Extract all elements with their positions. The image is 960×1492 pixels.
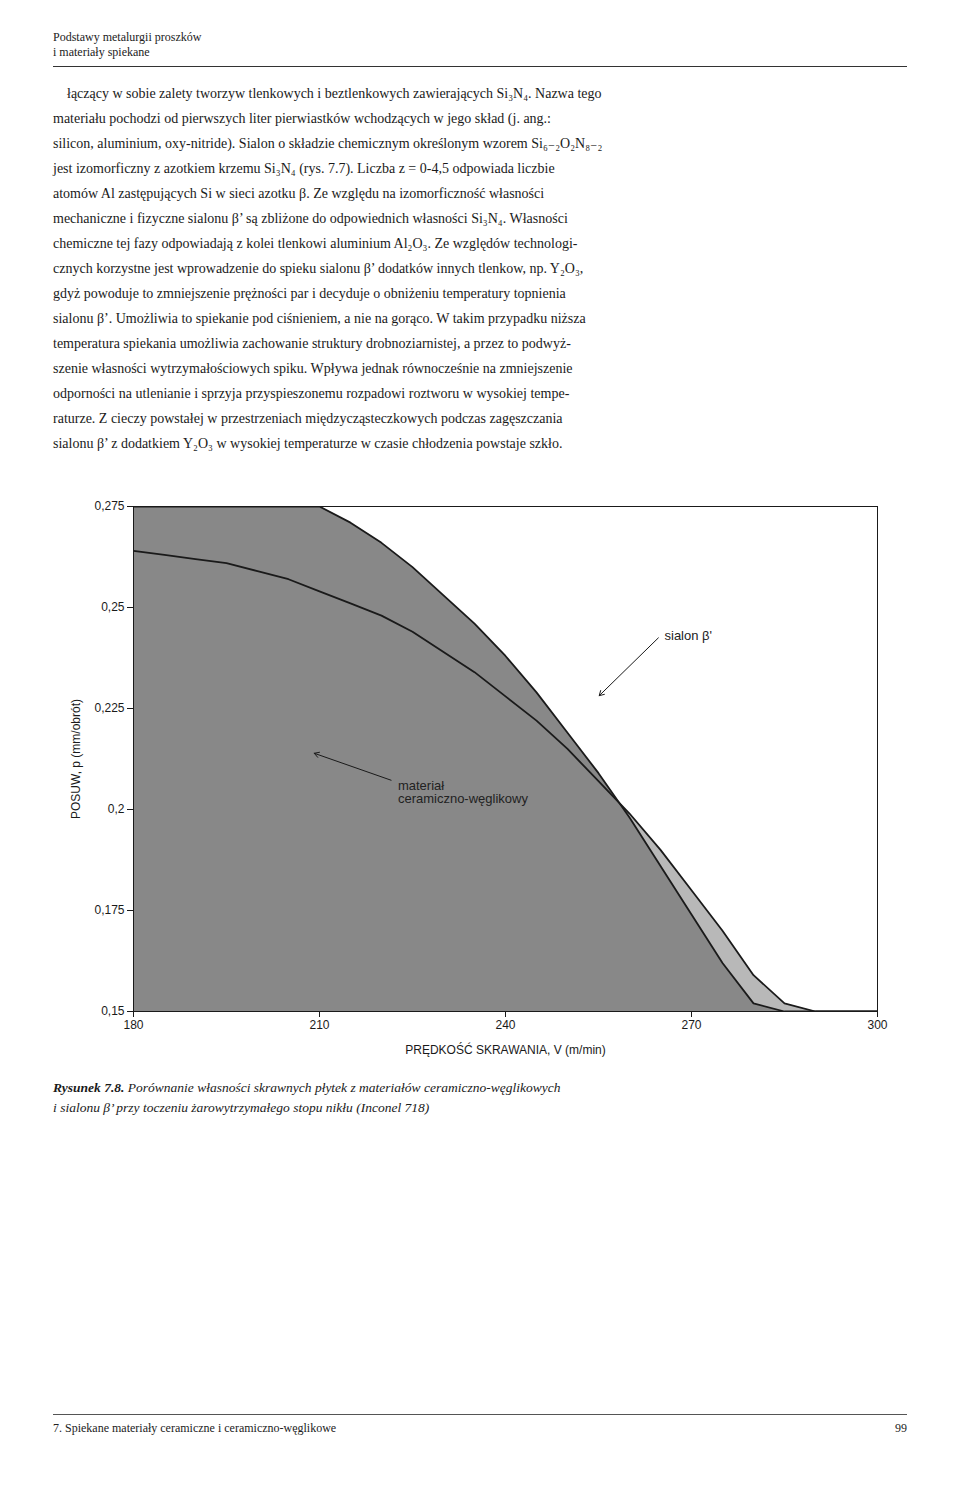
html-text:i materiały spiekane: i materiały spiekane [53,45,150,59]
svg-text:300: 300 [867,1018,887,1032]
html-text:raturze. Z cieczy powstałej w: raturze. Z cieczy powstałej w przestrzen… [53,411,563,426]
html-text:odporności na utlenianie i spr: odporności na utlenianie i sprzyja przys… [53,386,570,401]
svg-text:0,25: 0,25 [101,600,125,614]
html-text:silicon, aluminium, oxy-nitrid: silicon, aluminium, oxy-nitride). Sialon… [53,136,603,151]
html-text:7. Spiekane materiały ceramicz: 7. Spiekane materiały ceramiczne i ceram… [53,1421,337,1435]
svg-text:materiałceramiczno-węglikowy: materiałceramiczno-węglikowy [398,778,529,806]
html-text:Podstawy metalurgii proszków: Podstawy metalurgii proszków [53,30,202,44]
html-text:i sialonu β’ przy toczeniu żar: i sialonu β’ przy toczeniu żarowytrzymał… [53,1100,430,1115]
html-text:sialonu β’ z dodatkiem Y₂O₃ w: sialonu β’ z dodatkiem Y₂O₃ w wysokiej t… [53,436,563,451]
html-text:mechaniczne i fizyczne sialonu: mechaniczne i fizyczne sialonu β’ są zbl… [53,211,568,226]
html-text:chemiczne tej fazy odpowiadają: chemiczne tej fazy odpowiadają z kolei t… [53,236,578,251]
html-text:materiału pochodzi od pierwszy: materiału pochodzi od pierwszych liter p… [53,111,551,126]
svg-text:0,15: 0,15 [101,1004,125,1018]
svg-text:0,2: 0,2 [108,802,125,816]
svg-text:210: 210 [309,1018,329,1032]
svg-text:POSUW, p (mm/obrót): POSUW, p (mm/obrót) [69,699,83,819]
svg-text:0,225: 0,225 [94,701,124,715]
svg-text:0,175: 0,175 [94,903,124,917]
svg-text:sialon β': sialon β' [665,628,713,643]
svg-text:180: 180 [123,1018,143,1032]
html-text:99: 99 [895,1421,907,1435]
html-text:Rysunek 7.8. Porównanie własno: Rysunek 7.8. Porównanie własności skrawn… [53,1080,561,1095]
html-text:sialonu β’. Umożliwia to spiek: sialonu β’. Umożliwia to spiekanie pod c… [53,311,586,326]
svg-text:270: 270 [681,1018,701,1032]
svg-text:240: 240 [495,1018,515,1032]
svg-text:0,275: 0,275 [94,499,124,513]
html-text:szenie własności wytrzymałości: szenie własności wytrzymałościowych spik… [53,361,573,376]
html-text:temperatura spiekania umożliwi: temperatura spiekania umożliwia zachowan… [53,336,571,351]
svg-text:PRĘDKOŚĆ SKRAWANIA, V (m/min): PRĘDKOŚĆ SKRAWANIA, V (m/min) [405,1042,605,1057]
html-text:atomów Al zastępujących Si w s: atomów Al zastępujących Si w sieci azotk… [53,186,545,201]
html-text:łączący w sobie zalety tworzyw: łączący w sobie zalety tworzyw tlenkowyc… [53,86,602,101]
html-text:gdyż powoduje to zmniejszenie: gdyż powoduje to zmniejszenie prężności … [53,286,566,301]
html-text:jest izomorficzny z azotkiem k: jest izomorficzny z azotkiem krzemu Si₃N… [53,161,555,176]
html-text:cznych korzystne jest wprowadz: cznych korzystne jest wprowadzenie do sp… [53,261,584,276]
